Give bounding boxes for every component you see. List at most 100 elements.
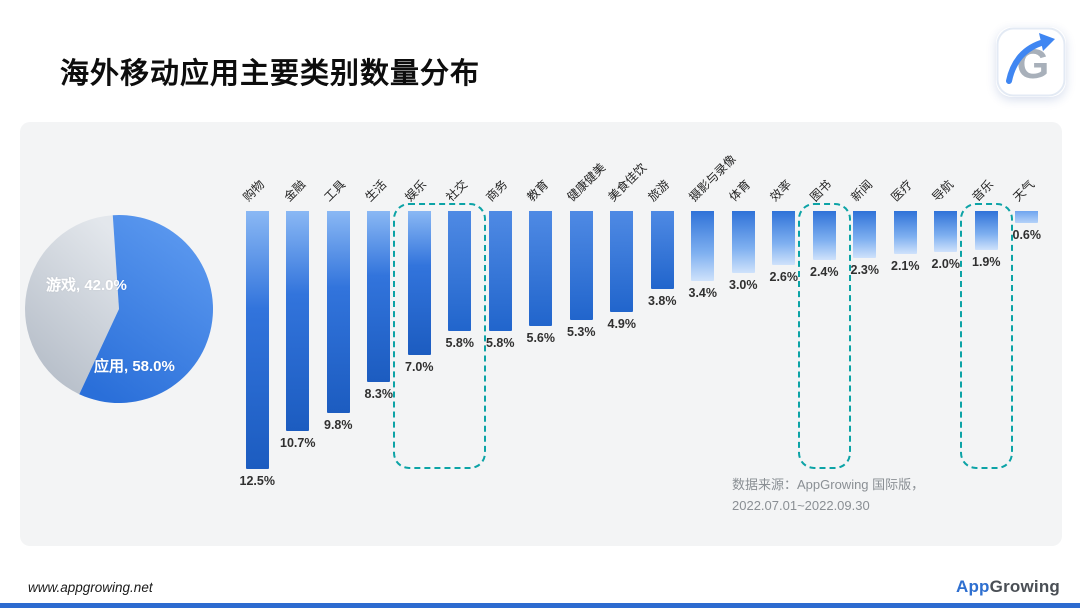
bar-slot: 5.8% — [480, 211, 521, 511]
appgrowing-logo-icon: G — [996, 27, 1066, 97]
bar-value-label: 2.0% — [931, 257, 961, 272]
bar-旅游 — [650, 211, 674, 290]
bar-category-label: 工具 — [321, 177, 349, 205]
bar-slot: 1.9% — [966, 211, 1007, 511]
bar-导航 — [934, 211, 958, 253]
source-note: 数据来源：AppGrowing 国际版， 2022.07.01~2022.09.… — [732, 474, 924, 517]
bar-slot: 2.6% — [764, 211, 805, 511]
pie-svg — [25, 215, 214, 404]
logo-arrow-shaft — [1006, 40, 1044, 84]
bar-美食佳饮 — [610, 211, 634, 312]
bar-效率 — [772, 211, 796, 265]
bar-生活 — [367, 211, 391, 382]
bar-slot: 2.4% — [804, 211, 845, 511]
footer-brand-logo: AppGrowing — [956, 577, 1060, 597]
bar-category-label: 生活 — [361, 177, 389, 205]
bar-category-label: 商务 — [483, 177, 511, 205]
bar-value-label: 0.6% — [1012, 228, 1042, 243]
bar-chart: 12.5% 购物 10.7% 金融 9.8% 工具 8.3% 生活 7.0% 娱乐 5.8% 社交 5.… — [20, 122, 1062, 546]
bar-slot: 3.4% — [683, 211, 724, 511]
bar-category-label: 音乐 — [969, 177, 997, 205]
appgrowing-logo-badge: G — [996, 27, 1066, 97]
bar-category-label: 新闻 — [847, 177, 875, 205]
page-title: 海外移动应用主要类别数量分布 — [60, 58, 481, 90]
highlight-box — [393, 203, 486, 469]
bar-slot: 7.0% — [399, 211, 440, 511]
bar-category-label: 娱乐 — [402, 177, 430, 205]
brand-growing-text: Growing — [989, 577, 1060, 596]
bar-slot: 8.3% — [359, 211, 400, 511]
bar-category-label: 社交 — [442, 177, 470, 205]
footer-url: www.appgrowing.net — [28, 580, 153, 595]
bar-摄影与录像 — [691, 211, 715, 281]
pie-slice-游戏 — [25, 215, 119, 395]
bar-医疗 — [893, 211, 917, 255]
bar-value-label: 3.0% — [729, 277, 758, 292]
bar-category-label: 天气 — [1009, 177, 1037, 205]
bar-教育 — [529, 211, 553, 327]
bar-工具 — [326, 211, 350, 413]
bar-slot: 10.7% — [278, 211, 319, 511]
bar-value-label: 10.7% — [280, 436, 316, 451]
bar-音乐 — [974, 211, 998, 251]
bar-value-label: 1.9% — [972, 255, 1001, 270]
bar-value-label: 12.5% — [239, 473, 275, 488]
bar-slot: 2.3% — [845, 211, 886, 511]
bar-slot: 5.8% — [440, 211, 481, 511]
bar-value-label: 3.4% — [688, 286, 718, 300]
highlight-box — [960, 203, 1013, 469]
chart-panel: 游戏, 42.0% 应用, 58.0% 12.5% 购物 10.7% 金融 9.8% 工具… — [20, 122, 1062, 546]
bar-购物 — [245, 211, 269, 469]
bottom-accent-strip — [0, 603, 1080, 608]
source-note-line1: 数据来源：AppGrowing 国际版， — [732, 477, 925, 492]
bar-value-label: 3.8% — [648, 294, 677, 309]
bar-图书 — [812, 211, 836, 261]
bar-slot: 0.6% — [1007, 211, 1048, 511]
bar-value-label: 5.6% — [526, 331, 556, 346]
bar-value-label: 9.8% — [324, 417, 353, 432]
bar-slot: 5.3% — [561, 211, 602, 511]
bar-value-label: 5.8% — [445, 335, 475, 350]
pie-chart — [24, 214, 214, 404]
bar-天气 — [1015, 211, 1039, 224]
bar-体育 — [731, 211, 755, 273]
bar-slot: 2.0% — [926, 211, 967, 511]
bar-slot: 4.9% — [602, 211, 643, 511]
bar-健康健美 — [569, 211, 593, 321]
pie-label-games: 游戏, 42.0% — [46, 277, 127, 294]
logo-arrow-head — [1039, 33, 1055, 51]
bar-value-label: 2.4% — [810, 265, 839, 280]
bar-商务 — [488, 211, 512, 331]
bar-slot: 2.1% — [885, 211, 926, 511]
bar-value-label: 7.0% — [405, 360, 434, 375]
source-note-line2: 2022.07.01~2022.09.30 — [732, 498, 870, 514]
bar-category-label: 导航 — [928, 177, 956, 205]
bar-value-label: 2.1% — [891, 259, 920, 274]
pie-slice-应用 — [79, 215, 214, 404]
bar-category-label: 医疗 — [888, 177, 916, 205]
bar-社交 — [448, 211, 472, 331]
bar-新闻 — [853, 211, 877, 259]
bar-category-label: 美食佳饮 — [604, 160, 649, 205]
bar-category-label: 健康健美 — [564, 160, 609, 205]
bar-金融 — [286, 211, 310, 432]
brand-app-text: App — [956, 577, 990, 596]
bar-slot: 5.6% — [521, 211, 562, 511]
bar-slot: 3.8% — [642, 211, 683, 511]
bar-category-label: 金融 — [280, 177, 308, 205]
bar-category-label: 旅游 — [645, 177, 673, 205]
bar-value-label: 2.3% — [850, 263, 880, 278]
bar-value-label: 2.6% — [769, 269, 799, 284]
bar-category-label: 体育 — [726, 177, 754, 205]
bar-value-label: 5.3% — [567, 325, 596, 340]
bar-slot: 12.5% — [237, 211, 278, 511]
bar-value-label: 5.8% — [486, 335, 515, 350]
highlight-box — [798, 203, 851, 469]
bar-slot: 3.0% — [723, 211, 764, 511]
bar-value-label: 8.3% — [364, 387, 394, 401]
bar-category-label: 教育 — [523, 177, 551, 205]
bar-value-label: 4.9% — [607, 316, 637, 331]
pie-label-apps: 应用, 58.0% — [94, 358, 175, 375]
bar-category-label: 购物 — [240, 177, 268, 205]
